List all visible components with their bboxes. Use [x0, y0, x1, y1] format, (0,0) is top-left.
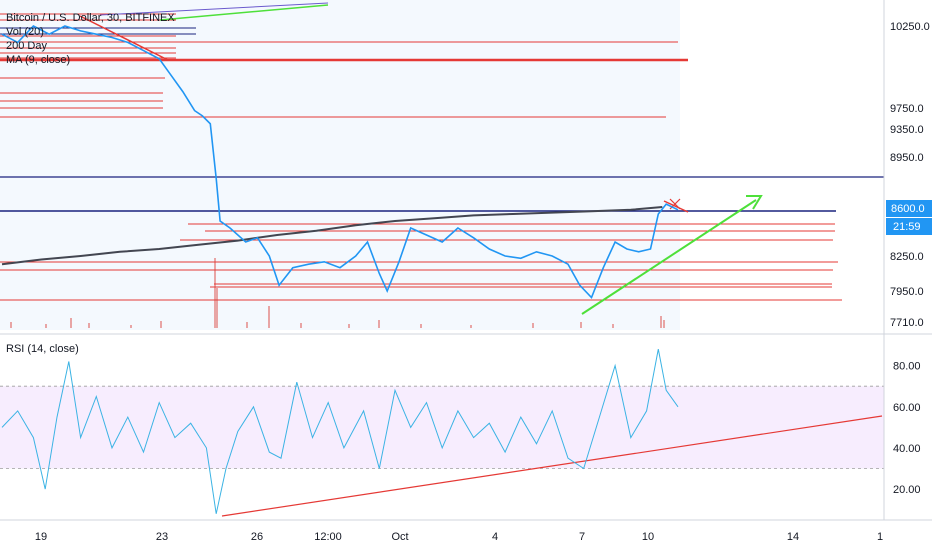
volume-bar-8	[246, 322, 248, 328]
price-tick-label-7: 7710.0	[890, 317, 924, 329]
price-tick-label-2: 9350.0	[890, 124, 924, 136]
support-trendline	[581, 199, 757, 315]
price-line	[1, 25, 679, 299]
x-tick-label-8: 14	[787, 531, 799, 543]
descending-trendline	[79, 15, 169, 61]
volume-bar-7	[216, 288, 218, 328]
x-tick-label-0: 19	[35, 531, 47, 543]
rsi-tick-label-0: 80.00	[893, 361, 921, 373]
price-tick-label-6: 7950.0	[890, 286, 924, 298]
fan-line-a	[99, 2, 329, 16]
volume-bar-0	[10, 322, 12, 328]
x-tick-label-7: 10	[642, 531, 654, 543]
x-tick-label-9: 1	[877, 531, 883, 543]
volume-bar-1	[45, 324, 47, 328]
rsi-legend[interactable]: RSI (14, close)	[6, 342, 79, 356]
volume-bar-16	[580, 322, 582, 328]
x-tick-label-2: 26	[251, 531, 263, 543]
short-resistance-line	[663, 200, 689, 213]
volume-bar-10	[300, 323, 302, 328]
volume-bar-14	[470, 325, 472, 328]
rsi-tick-label-2: 40.00	[893, 443, 921, 455]
volume-bar-18	[660, 316, 662, 328]
ma9-legend[interactable]: MA (9, close)	[6, 54, 71, 66]
x-tick-label-5: 4	[492, 531, 498, 543]
current-price-label: 8600.0	[891, 203, 925, 215]
volume-legend[interactable]: Vol (20)	[6, 26, 44, 38]
price-tick-label-5: 8250.0	[890, 251, 924, 263]
drawing-tools[interactable]	[0, 2, 884, 517]
fan-line-b	[159, 4, 329, 21]
axes[interactable]: 19 23 26 12:00 Oct 4 7 10 14 1 10250.0 9750.0 9350.0…	[35, 21, 930, 543]
rsi-line	[1, 349, 679, 514]
rsi-band	[0, 385, 884, 469]
series	[1, 25, 679, 514]
volume-bars	[10, 258, 665, 328]
ma200-legend[interactable]: 200 Day	[6, 40, 47, 52]
volume-bar-11	[348, 324, 350, 328]
volume-bar-12	[378, 320, 380, 328]
countdown-badge	[886, 218, 932, 235]
volume-bar-2	[70, 318, 72, 328]
volume-bar-4	[130, 325, 132, 328]
rsi-title[interactable]: RSI (14, close)	[6, 343, 79, 355]
volume-bar-17	[612, 324, 614, 328]
target-arrow-head	[746, 195, 763, 210]
countdown-label: 21:59	[893, 221, 921, 233]
price-tick-label-3: 8950.0	[890, 152, 924, 164]
x-tick-label-3: 12:00	[314, 531, 342, 543]
rsi-band-fill	[0, 386, 884, 469]
volume-bar-19	[663, 320, 665, 328]
volume-bar-13	[420, 324, 422, 328]
volume-bar-9	[268, 306, 270, 328]
price-tick-label-0: 10250.0	[890, 21, 930, 33]
x-tick-label-4: Oct	[391, 531, 408, 543]
rsi-tick-label-1: 60.00	[893, 402, 921, 414]
rsi-tick-label-3: 20.00	[893, 484, 921, 496]
volume-bar-5	[160, 321, 162, 328]
x-tick-label-1: 23	[156, 531, 168, 543]
price-legend[interactable]: Bitcoin / U.S. Dollar, 30, BITFINEX Vol …	[6, 11, 175, 67]
price-tick-label-1: 9750.0	[890, 103, 924, 115]
volume-bar-3	[88, 323, 90, 328]
ma9-line	[1, 206, 663, 266]
volume-bar-6	[214, 258, 216, 328]
volume-bar-15	[532, 323, 534, 328]
x-tick-label-6: 7	[579, 531, 585, 543]
price-area-fill	[0, 0, 680, 330]
current-price-badge	[886, 200, 932, 217]
price-badges: 8600.0 21:59	[886, 200, 932, 235]
symbol-title[interactable]: Bitcoin / U.S. Dollar, 30, BITFINEX	[6, 12, 175, 24]
rsi-support-trendline	[221, 415, 883, 517]
